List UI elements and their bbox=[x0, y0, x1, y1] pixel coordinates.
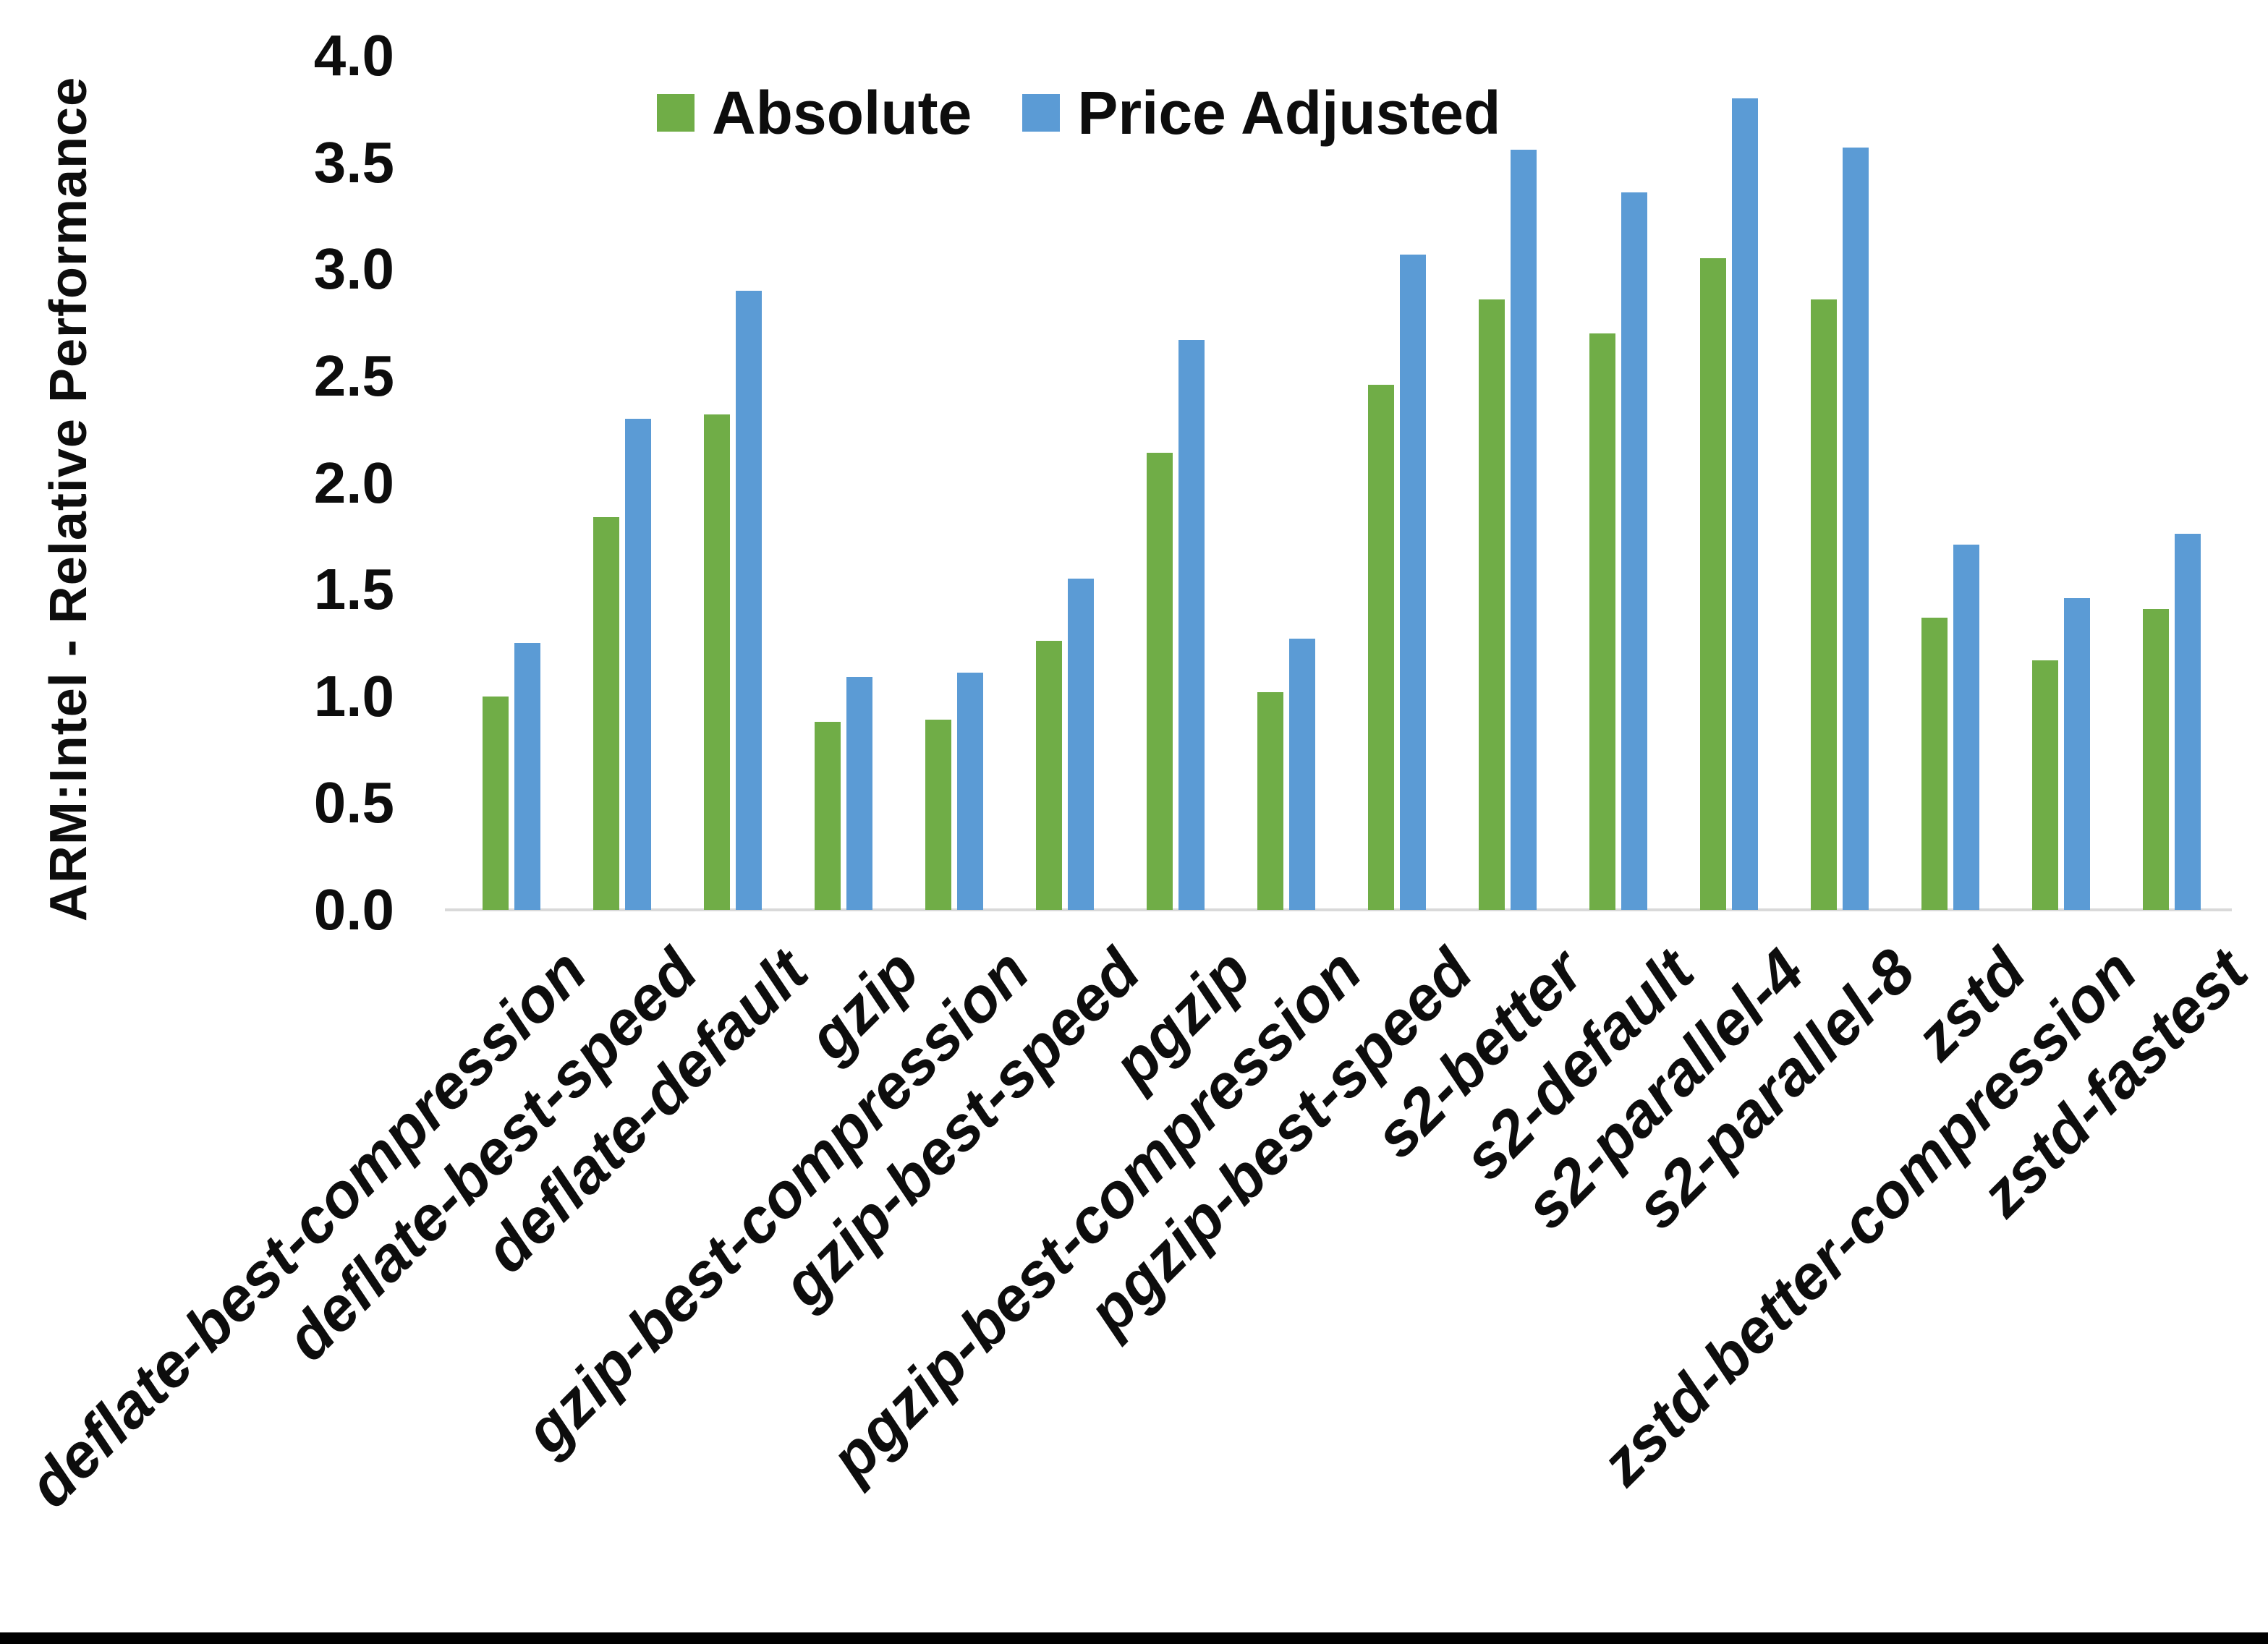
legend-swatch-absolute-icon bbox=[657, 94, 695, 132]
y-tick-label: 0.0 bbox=[313, 877, 394, 942]
bar-absolute bbox=[1368, 384, 1394, 910]
bottom-border-strip bbox=[0, 1632, 2268, 1644]
x-axis-line bbox=[445, 908, 2232, 911]
bar-absolute bbox=[1479, 299, 1505, 910]
y-tick-label: 2.5 bbox=[313, 343, 394, 408]
bar-absolute bbox=[1035, 640, 1062, 910]
bar-absolute bbox=[925, 720, 951, 910]
y-tick-label: 4.0 bbox=[313, 23, 394, 88]
bar-absolute bbox=[1146, 453, 1173, 910]
legend-item-price-adjusted: Price Adjusted bbox=[1022, 79, 1501, 147]
legend-label-price-adjusted: Price Adjusted bbox=[1077, 79, 1501, 147]
bar-price-adjusted bbox=[1843, 147, 1869, 910]
bar-price-adjusted bbox=[1732, 98, 1759, 910]
bar-absolute bbox=[1811, 299, 1838, 910]
y-tick-label: 2.0 bbox=[313, 450, 394, 515]
bar-price-adjusted bbox=[1621, 192, 1648, 910]
bar-price-adjusted bbox=[956, 673, 983, 910]
bar-price-adjusted bbox=[1178, 339, 1205, 910]
bar-price-adjusted bbox=[1067, 579, 1094, 910]
y-tick-label: 3.5 bbox=[313, 129, 394, 195]
bar-absolute bbox=[703, 414, 730, 910]
bar-absolute bbox=[1589, 333, 1616, 910]
bar-price-adjusted bbox=[1400, 254, 1426, 910]
bar-absolute bbox=[1257, 691, 1283, 910]
bar-absolute bbox=[593, 516, 619, 910]
y-tick-label: 1.0 bbox=[313, 663, 394, 728]
bar-price-adjusted bbox=[846, 677, 872, 910]
bar-price-adjusted bbox=[514, 642, 540, 910]
legend: Absolute Price Adjusted bbox=[657, 79, 1501, 147]
bar-absolute bbox=[1921, 617, 1948, 910]
y-tick-label: 3.0 bbox=[313, 237, 394, 302]
y-axis-title: ARM:Intel - Relative Performance bbox=[40, 76, 98, 922]
bar-absolute bbox=[1700, 258, 1727, 910]
bar-price-adjusted bbox=[1511, 149, 1537, 910]
bar-price-adjusted bbox=[2064, 597, 2091, 910]
y-tick-label: 1.5 bbox=[313, 557, 394, 622]
bar-absolute bbox=[2143, 608, 2170, 910]
bar-absolute bbox=[814, 722, 841, 910]
bar-price-adjusted bbox=[1953, 545, 1980, 910]
bar-absolute bbox=[2032, 660, 2059, 910]
bar-absolute bbox=[482, 696, 509, 910]
y-tick-label: 0.5 bbox=[313, 770, 394, 835]
bar-price-adjusted bbox=[1288, 639, 1315, 910]
bar-price-adjusted bbox=[735, 290, 762, 910]
legend-swatch-price-adjusted-icon bbox=[1022, 94, 1061, 132]
legend-label-absolute: Absolute bbox=[712, 79, 972, 147]
bar-price-adjusted bbox=[2175, 534, 2201, 910]
bar-price-adjusted bbox=[624, 418, 651, 910]
legend-item-absolute: Absolute bbox=[657, 79, 972, 147]
